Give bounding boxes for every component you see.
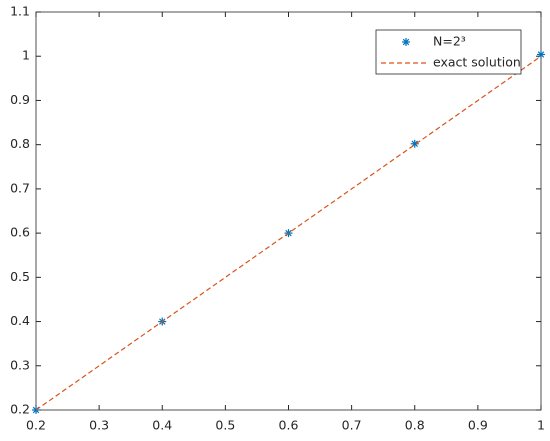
y-tick-label: 0.6: [10, 225, 30, 240]
y-tick-label: 0.8: [10, 136, 30, 151]
plot-area: [35, 11, 542, 411]
y-tick-label: 0.7: [10, 180, 30, 195]
y-tick-label: 1.1: [10, 4, 30, 19]
x-tick-label: 0.5: [215, 418, 235, 433]
x-tick-label: 0.3: [89, 418, 109, 433]
x-tick-label: 0.9: [468, 418, 488, 433]
data-line: [35, 55, 542, 411]
x-tick-label: 0.7: [342, 418, 362, 433]
x-tick-label: 0.2: [26, 418, 46, 433]
y-tick-label: 1: [22, 48, 30, 63]
x-tick-label: 0.4: [152, 418, 172, 433]
legend-box: [375, 29, 522, 75]
data-point: [537, 50, 545, 59]
y-tick-label: 0.2: [10, 402, 30, 417]
y-tick-label: 0.4: [10, 313, 30, 328]
x-tick-label: 1: [537, 418, 545, 433]
legend-label: N=2³: [433, 34, 466, 49]
legend-symbol: [402, 38, 410, 46]
y-tick-label: 0.3: [10, 357, 30, 372]
marker-stroke: [402, 38, 410, 46]
x-tick-label: 0.6: [279, 418, 299, 433]
legend-label: exact solution: [433, 55, 521, 70]
marker-stroke: [537, 51, 545, 58]
y-tick-label: 0.9: [10, 92, 30, 107]
y-tick-label: 0.5: [10, 269, 30, 284]
x-tick-label: 0.8: [405, 418, 425, 433]
